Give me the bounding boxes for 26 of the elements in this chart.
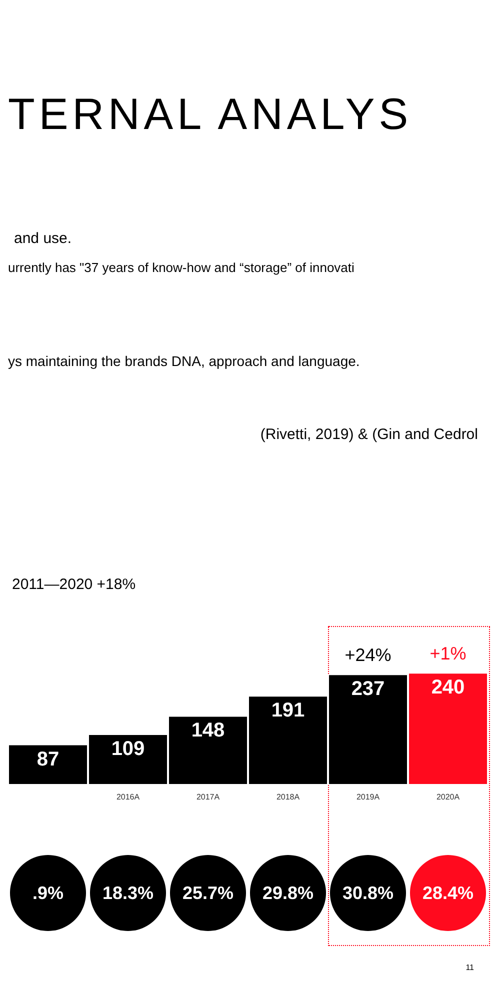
data-label: 191 (271, 700, 305, 722)
x-tick-label: 2016A (116, 792, 140, 802)
annotation: +1% (430, 644, 466, 664)
data-label: 148 (191, 720, 225, 742)
text: 2011—2020 +18% (12, 576, 136, 593)
annotation: +24% (344, 645, 392, 666)
x-tick-label: 2017A (196, 792, 220, 802)
x-tick-label: 2018A (276, 792, 300, 802)
text: 28.4% (422, 883, 474, 903)
x-tick-label: 2019A (356, 792, 380, 802)
data-label: 240 (431, 676, 465, 699)
text: 25.7% (182, 883, 234, 903)
text: 30.8% (342, 883, 394, 903)
text: urrently has "37 years of know-how and “storage” of innovati (8, 260, 354, 275)
text: 18.3% (102, 883, 154, 903)
text: 29.8% (262, 883, 314, 903)
text: .9% (32, 883, 64, 903)
data-label: 109 (111, 738, 145, 760)
data-label: 87 (36, 748, 60, 770)
text: and use. (14, 230, 72, 247)
data-label: 237 (351, 678, 385, 700)
x-tick-label: 2020A (436, 792, 460, 802)
chart-title: TERNAL ANALYS (8, 90, 412, 140)
text: 11 (466, 963, 474, 972)
text: (Rivetti, 2019) & (Gin and Cedrol (260, 426, 478, 443)
text: ys maintaining the brands DNA, approach and language. (8, 353, 360, 369)
